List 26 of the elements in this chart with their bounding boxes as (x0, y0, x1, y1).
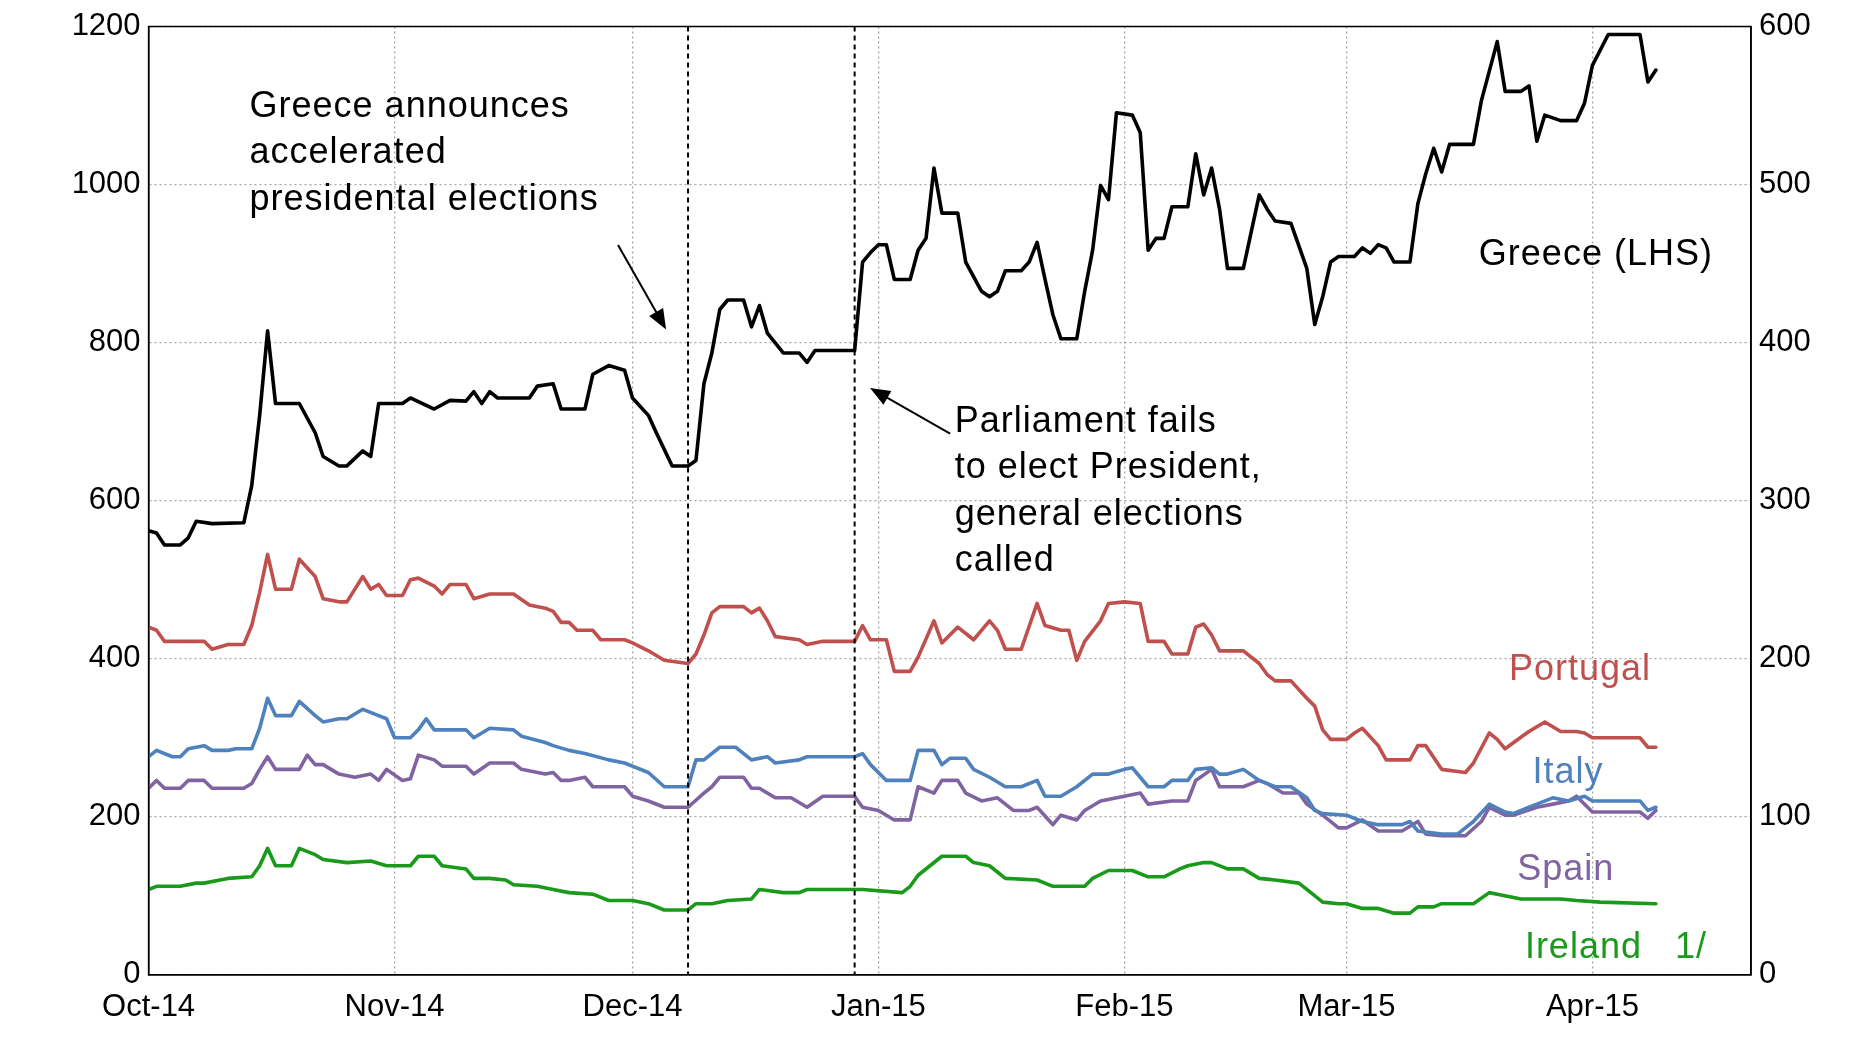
annotation: Parliament fails to elect President, general elections called (954, 398, 1262, 579)
y2-tick-label: 500 (1759, 165, 1811, 201)
x-tick-label: Feb-15 (1075, 987, 1174, 1023)
x-tick-label: Dec-14 (582, 987, 683, 1023)
y2-tick-label: 300 (1759, 481, 1811, 517)
y-tick-label: 1000 (71, 165, 141, 201)
y2-tick-label: 0 (1759, 955, 1777, 991)
y-tick-label: 800 (88, 323, 141, 359)
y-tick-label: 600 (88, 481, 141, 517)
y-tick-label: 1200 (71, 7, 141, 43)
y-tick-label: 200 (88, 797, 141, 833)
annotation: Greece announces accelerated presidental elections (249, 84, 599, 218)
y2-tick-label: 200 (1759, 639, 1811, 675)
x-tick-label: Nov-14 (344, 987, 445, 1023)
x-tick-label: Mar-15 (1297, 987, 1396, 1023)
series-label: Spain (1517, 846, 1615, 888)
y2-tick-label: 400 (1759, 323, 1811, 359)
y-tick-label: 400 (88, 639, 141, 675)
series-label: Portugal (1509, 646, 1652, 688)
x-tick-label: Apr-15 (1545, 987, 1639, 1023)
y2-tick-label: 600 (1759, 7, 1811, 43)
series-label: Italy (1532, 749, 1604, 791)
y2-tick-label: 100 (1759, 797, 1811, 833)
series-label: Ireland 1/ (1524, 924, 1707, 966)
series-label: Greece (LHS) (1478, 232, 1713, 274)
x-tick-label: Jan-15 (831, 987, 926, 1023)
